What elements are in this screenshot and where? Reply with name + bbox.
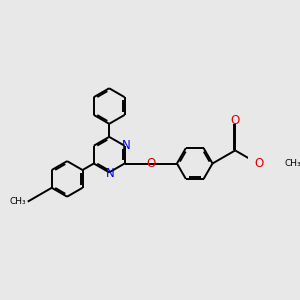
Text: N: N xyxy=(122,139,130,152)
Text: N: N xyxy=(106,167,115,179)
Text: CH₃: CH₃ xyxy=(10,197,26,206)
Text: O: O xyxy=(146,157,155,170)
Text: CH₃: CH₃ xyxy=(284,159,300,168)
Text: O: O xyxy=(231,114,240,127)
Text: O: O xyxy=(255,157,264,170)
